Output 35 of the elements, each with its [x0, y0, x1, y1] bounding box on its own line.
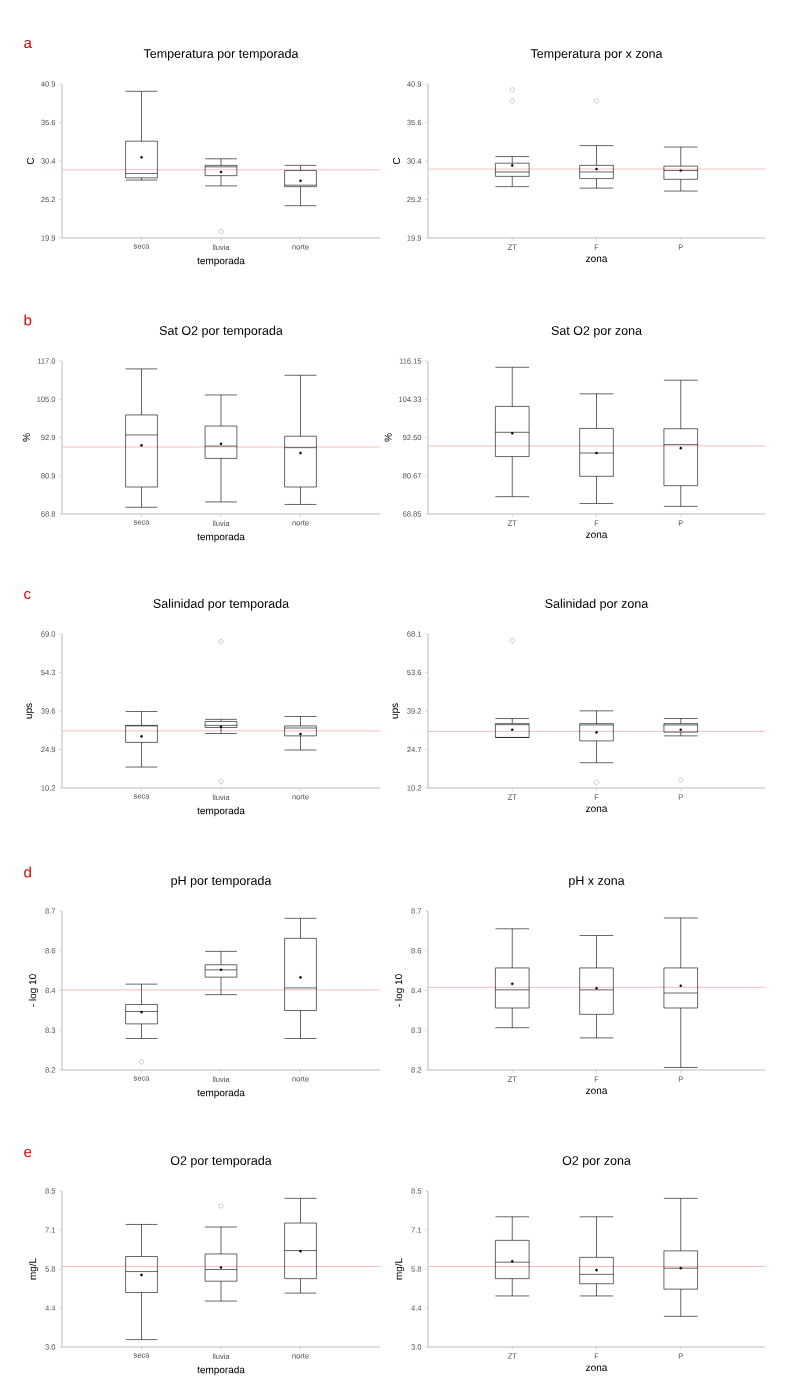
x-axis-title: temporada: [197, 256, 245, 267]
text: b: [24, 314, 32, 326]
x-axis-title: zona: [586, 532, 608, 539]
y-axis-title: - log 10: [28, 974, 39, 1007]
y-axis-title: mg/L: [394, 1258, 405, 1280]
chart-title: Salinidad por zona: [545, 598, 649, 611]
y-axis-title: %: [22, 433, 30, 442]
chart-title: O2 por zona: [562, 1156, 631, 1168]
chart-title: Sat O2 por temporada: [159, 325, 283, 338]
chart-title: O2 por temporada: [170, 1155, 272, 1168]
chart-title: Temperatura por x zona: [530, 49, 663, 61]
x-axis-title: temporada: [197, 1088, 245, 1099]
text: d: [24, 866, 31, 878]
text: e: [24, 1148, 32, 1158]
y-axis-title: - log 10: [394, 974, 405, 1007]
text: c: [24, 590, 31, 600]
x-axis-title: zona: [586, 256, 608, 263]
y-axis-title: %: [384, 433, 392, 442]
x-axis-title: temporada: [197, 1365, 245, 1376]
y-axis-title: ups: [26, 703, 34, 719]
chart-title: Salinidad por temporada: [153, 598, 290, 611]
chart-title: pH por temporada: [171, 875, 272, 888]
chart-title: Temperatura por temporada: [143, 48, 299, 61]
y-axis-title: ups: [392, 703, 400, 719]
x-axis-title: zona: [586, 1365, 608, 1372]
chart-title: pH x zona: [569, 876, 625, 888]
x-axis-title: zona: [586, 1088, 608, 1095]
y-axis-title: C: [392, 157, 400, 165]
x-axis-title: zona: [586, 806, 608, 813]
chart-title: Sat O2 por zona: [551, 326, 642, 338]
y-axis-title: C: [26, 157, 34, 165]
y-axis-title: mg/L: [28, 1258, 39, 1280]
x-axis-title: temporada: [197, 532, 245, 543]
text: a: [24, 39, 32, 49]
x-axis-title: temporada: [197, 806, 245, 817]
